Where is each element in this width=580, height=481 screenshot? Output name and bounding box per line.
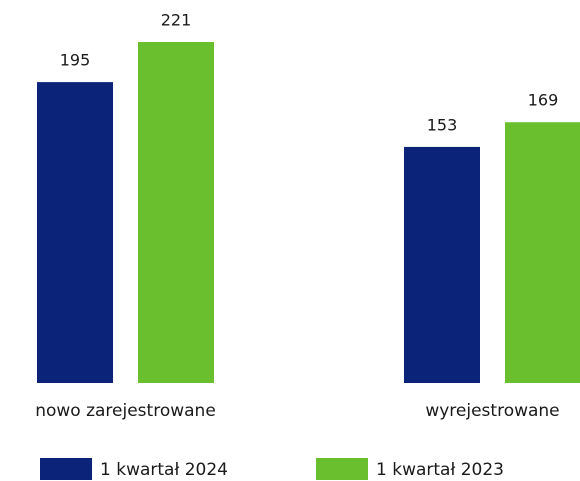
legend-swatch	[316, 458, 368, 480]
value-label: 153	[427, 115, 458, 134]
bar	[505, 122, 580, 383]
legend-label: 1 kwartał 2024	[100, 460, 228, 480]
bar	[37, 82, 113, 383]
value-label: 221	[161, 11, 192, 30]
legend-swatch	[40, 458, 92, 480]
legend-label: 1 kwartał 2023	[376, 460, 504, 480]
category-label: wyrejestrowane	[425, 401, 559, 421]
category-label: nowo zarejestrowane	[35, 401, 216, 421]
bar	[404, 146, 480, 383]
value-label: 169	[528, 91, 559, 110]
bar	[138, 42, 214, 383]
value-label: 195	[60, 51, 91, 70]
